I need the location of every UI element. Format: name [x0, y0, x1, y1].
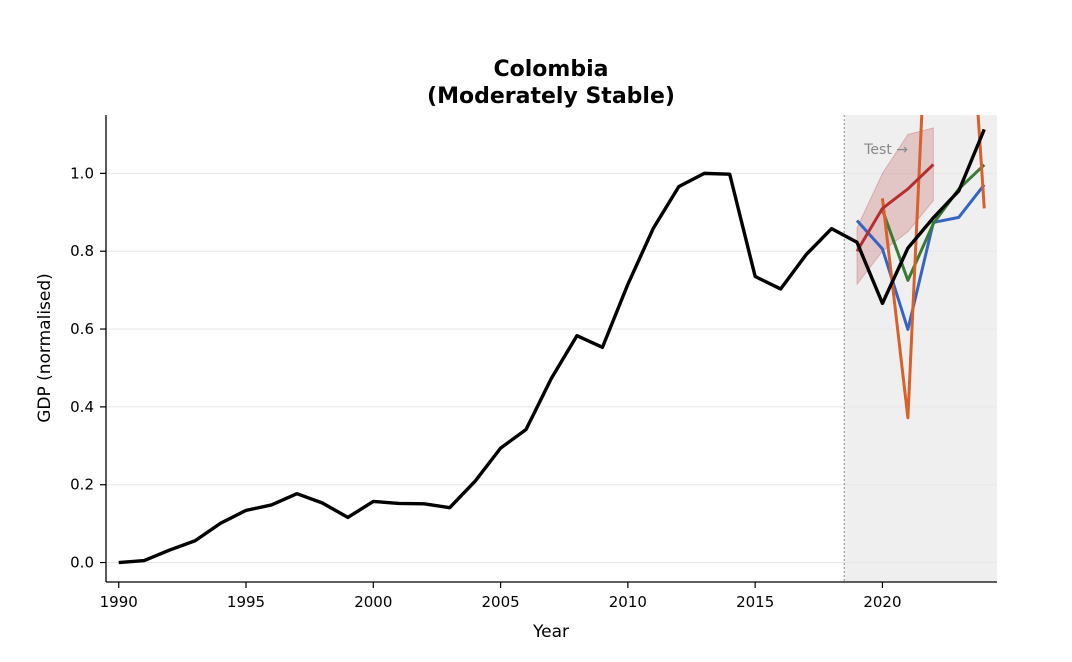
series-line-forecast [855, 163, 935, 252]
chart-subtitle: (Moderately Stable) [427, 84, 675, 109]
chart-title: Colombia [494, 57, 609, 82]
series-line-forecast [881, 163, 986, 282]
y-axis-label: GDP (normalised) [35, 273, 55, 423]
x-tick-label: 2005 [481, 593, 519, 611]
x-tick-label: 2015 [736, 593, 774, 611]
y-tick-label: 0.2 [70, 476, 94, 494]
axes: 0.0 0.2 0.4 0.6 0.8 1.0 1990 1995 2000 2005 2010 20… [70, 115, 997, 611]
x-axis-label: Year [532, 622, 569, 642]
y-tick-label: 0.0 [70, 554, 94, 572]
y-tick-label: 1.0 [70, 164, 94, 182]
test-annotation: Test → [863, 142, 908, 158]
y-tick-label: 0.6 [70, 320, 94, 338]
x-tick-label: 1990 [100, 593, 138, 611]
test-region [844, 115, 997, 582]
x-tick-label: 2020 [863, 593, 901, 611]
series-line-actual [118, 128, 986, 565]
uncertainty-band-layer [856, 127, 934, 286]
y-tick-label: 0.4 [70, 398, 94, 416]
x-tick-label: 2000 [354, 593, 392, 611]
grid [106, 172, 997, 564]
x-tick-label: 1995 [227, 593, 265, 611]
series-line-forecast [880, 115, 986, 420]
x-tick-label: 2010 [609, 593, 647, 611]
series-layer [118, 115, 986, 565]
uncertainty-band [856, 127, 934, 286]
y-tick-label: 0.8 [70, 242, 94, 260]
series-line-forecast [855, 183, 986, 331]
